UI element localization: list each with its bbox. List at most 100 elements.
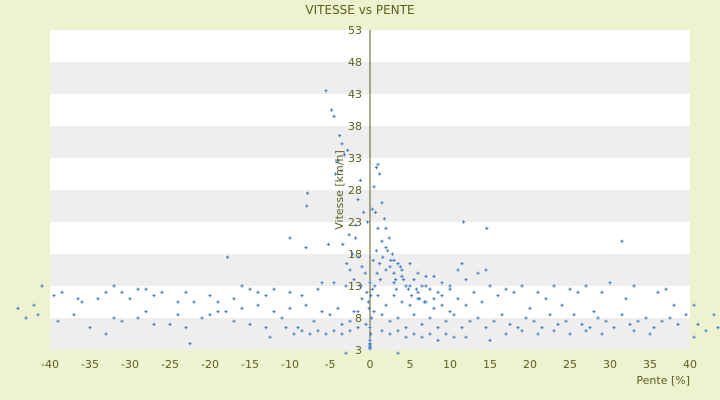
data-point xyxy=(416,290,420,294)
data-point xyxy=(394,287,398,291)
data-point xyxy=(512,290,516,294)
data-point xyxy=(448,287,452,291)
data-point xyxy=(256,303,260,307)
data-point xyxy=(390,252,394,256)
data-point xyxy=(88,326,92,330)
data-point xyxy=(232,297,236,301)
data-point xyxy=(347,233,351,237)
data-point xyxy=(342,153,346,157)
data-point xyxy=(520,284,524,288)
data-point xyxy=(336,159,340,163)
data-point xyxy=(371,258,375,262)
data-point xyxy=(340,332,344,336)
x-tick-label: -30 xyxy=(121,358,139,371)
data-point xyxy=(644,316,648,320)
data-point xyxy=(382,217,386,221)
y-tick-label: 53 xyxy=(348,24,362,37)
data-point xyxy=(216,300,220,304)
data-point xyxy=(316,329,320,333)
data-point xyxy=(692,303,696,307)
data-point xyxy=(368,326,372,330)
data-point xyxy=(208,313,212,317)
data-point xyxy=(384,246,388,250)
data-point xyxy=(76,297,80,301)
chart-title: VITESSE vs PENTE xyxy=(305,3,414,17)
data-point xyxy=(380,329,384,333)
data-point xyxy=(552,329,556,333)
data-point xyxy=(359,284,363,288)
x-tick-label: -25 xyxy=(161,358,179,371)
data-point xyxy=(384,226,388,230)
data-point xyxy=(596,316,600,320)
data-point xyxy=(376,294,380,298)
data-point xyxy=(360,297,364,301)
data-point xyxy=(372,310,376,314)
data-point xyxy=(248,322,252,326)
data-point xyxy=(628,322,632,326)
data-point xyxy=(36,313,40,317)
data-point xyxy=(368,338,372,342)
y-axis-title: Vitesse [km/h] xyxy=(333,150,346,230)
data-point xyxy=(656,290,660,294)
x-axis-title: Pente [%] xyxy=(636,374,690,387)
data-point xyxy=(292,332,296,336)
x-tick-label: -5 xyxy=(325,358,336,371)
data-point xyxy=(684,313,688,317)
data-point xyxy=(400,268,404,272)
data-point xyxy=(184,326,188,330)
data-point xyxy=(464,335,468,339)
data-point xyxy=(330,108,334,112)
data-point xyxy=(120,290,124,294)
data-point xyxy=(418,297,422,301)
data-point xyxy=(136,316,140,320)
data-point xyxy=(676,322,680,326)
data-points xyxy=(16,89,720,355)
data-point xyxy=(378,278,382,282)
data-point xyxy=(568,332,572,336)
data-point xyxy=(584,284,588,288)
data-point xyxy=(358,178,362,182)
data-point xyxy=(368,347,372,351)
data-point xyxy=(612,326,616,330)
data-point xyxy=(144,287,148,291)
data-point xyxy=(485,226,489,230)
data-point xyxy=(320,281,324,285)
data-point xyxy=(572,313,576,317)
data-point xyxy=(224,310,228,314)
data-point xyxy=(288,236,292,240)
data-point xyxy=(268,335,272,339)
data-point xyxy=(592,310,596,314)
data-point xyxy=(304,246,308,250)
y-tick-label: 23 xyxy=(348,216,362,229)
data-point xyxy=(357,255,361,259)
data-point xyxy=(408,262,412,266)
x-tick-label: -10 xyxy=(281,358,299,371)
data-point xyxy=(326,242,330,246)
data-point xyxy=(370,207,374,211)
data-point xyxy=(320,310,324,314)
data-point xyxy=(456,297,460,301)
data-point xyxy=(226,255,230,259)
data-point xyxy=(416,271,420,275)
data-point xyxy=(392,294,396,298)
data-point xyxy=(368,281,372,285)
data-point xyxy=(452,335,456,339)
data-point xyxy=(96,297,100,301)
data-point xyxy=(716,326,720,330)
data-point xyxy=(696,322,700,326)
data-point xyxy=(564,319,568,323)
data-point xyxy=(464,278,468,282)
data-point xyxy=(444,319,448,323)
data-point xyxy=(620,313,624,317)
data-point xyxy=(328,313,332,317)
data-point xyxy=(492,319,496,323)
data-point xyxy=(408,284,412,288)
data-point xyxy=(384,268,388,272)
data-point xyxy=(488,284,492,288)
data-point xyxy=(152,322,156,326)
data-point xyxy=(468,319,472,323)
data-point xyxy=(152,294,156,298)
data-point xyxy=(300,294,304,298)
